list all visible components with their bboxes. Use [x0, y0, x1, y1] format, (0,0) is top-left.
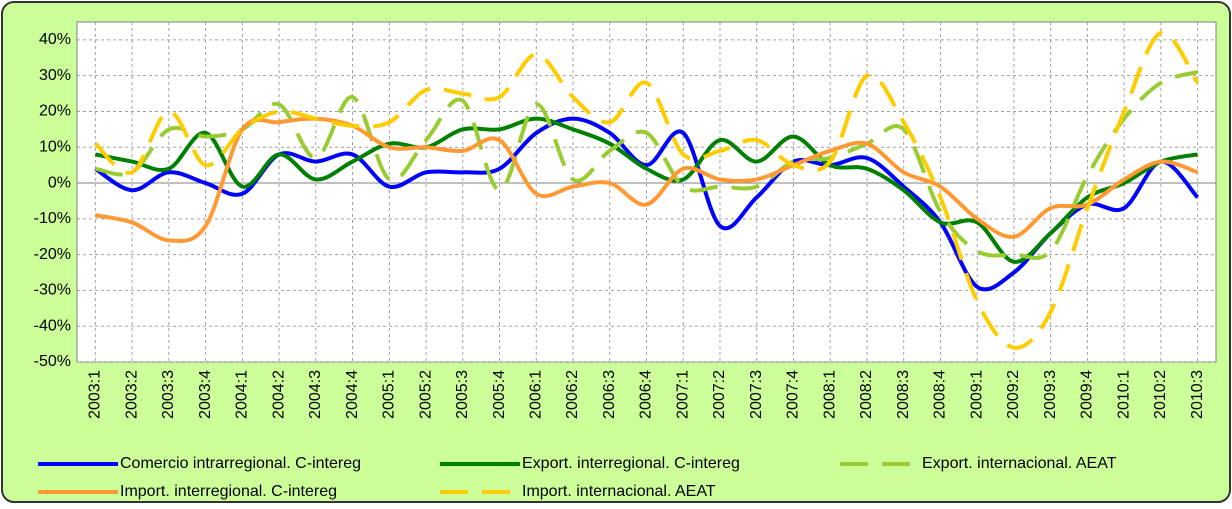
x-tick-label: 2008:3 [895, 370, 912, 419]
x-tick-label: 2005:2 [417, 370, 434, 419]
x-tick-label: 2007:4 [785, 370, 802, 419]
legend-label: Import. interregional. C-intereg [120, 483, 337, 500]
y-tick-label: 0% [48, 174, 71, 191]
x-tick-label: 2008:2 [858, 370, 875, 419]
x-tick-label: 2004:2 [270, 370, 287, 419]
series-line [94, 70, 1199, 260]
x-tick-label: 2004:4 [344, 370, 361, 419]
x-tick-label: 2003:2 [123, 370, 140, 419]
x-tick-label: 2003:4 [197, 370, 214, 419]
y-tick-label: 20% [39, 103, 71, 120]
series-line [94, 116, 1199, 264]
x-tick-label: 2010:1 [1115, 370, 1132, 419]
x-tick-label: 2006:2 [564, 370, 581, 419]
legend-label: Export. interregional. C-intereg [522, 455, 740, 472]
x-tick-label: 2005:3 [454, 370, 471, 419]
legend-label: Export. internacional. AEAT [922, 455, 1117, 472]
x-tick-label: 2010:3 [1189, 370, 1206, 419]
y-tick-label: -30% [34, 282, 71, 299]
x-tick-label: 2005:1 [381, 370, 398, 419]
x-tick-label: 2008:1 [821, 370, 838, 419]
x-tick-label: 2010:2 [1152, 370, 1169, 419]
x-tick-label: 2003:1 [87, 370, 104, 419]
x-tick-label: 2006:4 [638, 370, 655, 419]
y-tick-label: -40% [34, 317, 71, 334]
legend-label: Comercio intrarregional. C-intereg [120, 455, 361, 472]
series-line [94, 116, 1199, 243]
x-tick-label: 2006:1 [527, 370, 544, 419]
x-tick-label: 2009:1 [968, 370, 985, 419]
x-tick-label: 2007:2 [711, 370, 728, 419]
y-tick-label: 30% [39, 67, 71, 84]
y-tick-label: -20% [34, 246, 71, 263]
x-tick-label: 2004:3 [307, 370, 324, 419]
x-tick-label: 2007:3 [748, 370, 765, 419]
x-tick-label: 2006:3 [601, 370, 618, 419]
x-tick-label: 2004:1 [234, 370, 251, 419]
legend-label: Import. internacional. AEAT [522, 483, 716, 500]
x-tick-label: 2008:4 [932, 370, 949, 419]
x-tick-label: 2009:4 [1079, 370, 1096, 419]
x-tick-label: 2005:4 [491, 370, 508, 419]
y-tick-label: 40% [39, 31, 71, 48]
x-tick-label: 2003:3 [160, 370, 177, 419]
y-tick-label: 10% [39, 138, 71, 155]
x-tick-label: 2009:3 [1042, 370, 1059, 419]
series-line [93, 30, 1200, 350]
x-tick-label: 2007:1 [674, 370, 691, 419]
y-tick-label: -10% [34, 210, 71, 227]
y-tick-label: -50% [34, 353, 71, 370]
x-tick-label: 2009:2 [1005, 370, 1022, 419]
